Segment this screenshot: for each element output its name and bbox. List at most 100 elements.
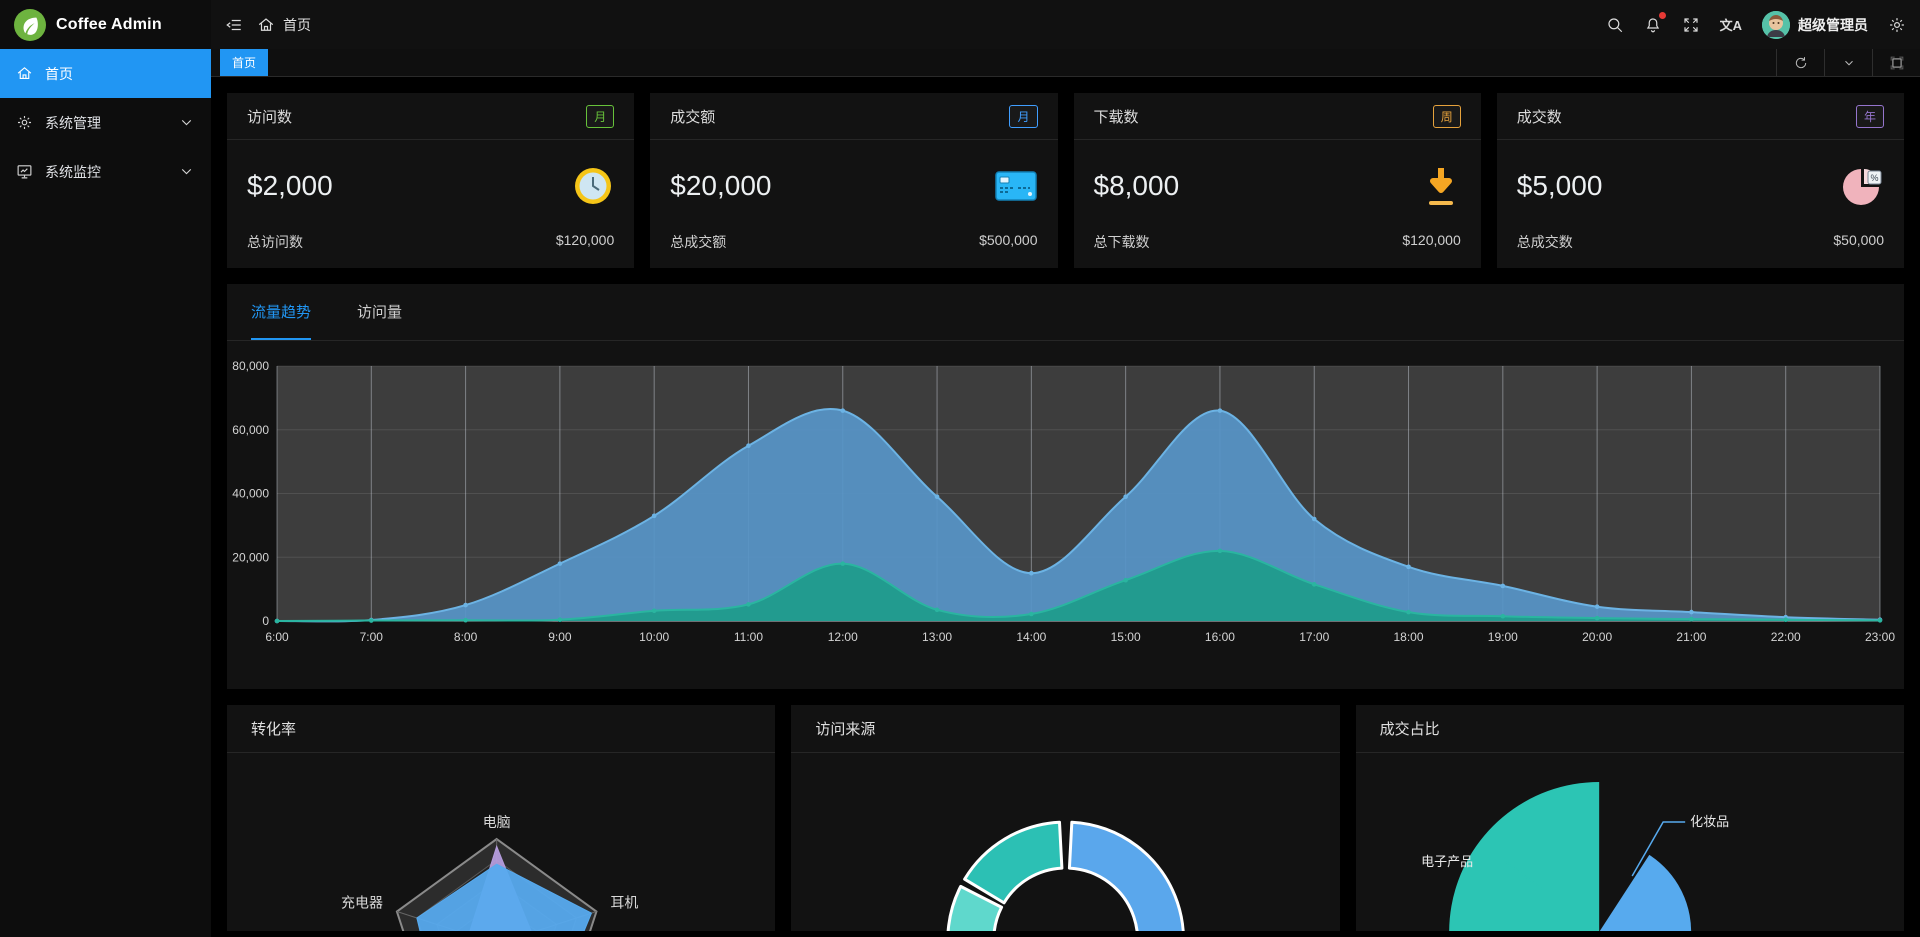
card-value: $5,000: [1516, 170, 1603, 201]
svg-text:60,000: 60,000: [232, 423, 269, 437]
topbar: 首页 文A: [211, 0, 1920, 49]
pie-icon: %: [1843, 169, 1882, 205]
sidebar-item-label: 系统监控: [45, 163, 101, 180]
fullscreen-icon[interactable]: [1682, 16, 1700, 34]
card-footer-value: $120,000: [1402, 232, 1461, 248]
period-badge[interactable]: 月: [586, 104, 615, 128]
card-footer-value: $500,000: [979, 232, 1038, 248]
period-badge[interactable]: 年: [1855, 104, 1884, 128]
svg-text:18:00: 18:00: [1394, 630, 1424, 644]
gear-icon[interactable]: [1888, 16, 1906, 34]
card-footer-value: $120,000: [555, 232, 615, 248]
stat-card-downloads: 下载数 周 $8,000 总下载数 $120,000: [1073, 93, 1481, 268]
panel-title: 访问来源: [791, 705, 1340, 753]
visit-source-donut-chart[interactable]: [791, 753, 1339, 931]
sidebar-item-system-monitor[interactable]: 系统监控: [0, 147, 211, 196]
svg-text:16:00: 16:00: [1205, 630, 1235, 644]
sidebar-item-label: 首页: [45, 65, 73, 82]
card-footer-value: $50,000: [1833, 232, 1884, 248]
panel-title: 转化率: [227, 705, 776, 753]
card-value: $8,000: [1093, 170, 1180, 201]
svg-text:11:00: 11:00: [734, 630, 763, 644]
svg-text:电子产品: 电子产品: [1421, 854, 1473, 869]
credit-card-icon: [994, 171, 1037, 201]
stat-card-turnover: 成交额 月 $20,000 总成交额 $50: [650, 93, 1058, 268]
bottom-row: 转化率 电脑耳机 充电器 访问来源 成交占比 电子产品 化妆品: [227, 705, 1904, 931]
svg-text:7:00: 7:00: [360, 630, 384, 644]
visit-source-panel: 访问来源: [791, 705, 1340, 931]
svg-text:80,000: 80,000: [232, 359, 269, 373]
card-title: 成交额: [670, 108, 716, 126]
svg-text:17:00: 17:00: [1299, 630, 1329, 644]
deal-share-pie-chart[interactable]: 电子产品 化妆品: [1356, 753, 1904, 931]
user-menu[interactable]: 超级管理员: [1762, 10, 1868, 39]
svg-text:充电器: 充电器: [341, 894, 383, 910]
sidebar-item-label: 系统管理: [45, 114, 101, 131]
breadcrumb-label: 首页: [283, 16, 311, 33]
sidebar-item-system-management[interactable]: 系统管理: [0, 98, 211, 147]
main-column: 首页 文A: [211, 0, 1920, 937]
card-footer-label: 总下载数: [1093, 234, 1150, 250]
svg-text:8:00: 8:00: [454, 630, 478, 644]
card-title: 成交数: [1516, 108, 1562, 126]
breadcrumb[interactable]: 首页: [257, 15, 311, 35]
app-title: Coffee Admin: [56, 15, 162, 33]
svg-text:化妆品: 化妆品: [1690, 814, 1729, 829]
stat-card-deals: 成交数 年 $5,000 % 总成交数 $50: [1496, 93, 1904, 268]
card-footer-label: 总成交额: [670, 234, 727, 250]
period-badge[interactable]: 月: [1009, 104, 1038, 128]
svg-text:10:00: 10:00: [639, 630, 669, 644]
tab-controls: [1776, 49, 1920, 76]
stat-card-visits: 访问数 月 $2,000 总访问数 $120,000: [227, 93, 635, 268]
avatar: [1762, 10, 1790, 39]
card-footer-label: 总成交数: [1516, 234, 1573, 250]
svg-text:电脑: 电脑: [483, 814, 511, 830]
sidebar: Coffee Admin 首页 系统管理 系统监控: [0, 0, 211, 937]
notification-dot: [1658, 11, 1666, 19]
svg-text:15:00: 15:00: [1111, 630, 1141, 644]
search-icon[interactable]: [1606, 16, 1624, 34]
home-icon: [258, 17, 274, 31]
svg-text:0: 0: [262, 614, 269, 628]
sidebar-nav: 首页 系统管理 系统监控: [0, 49, 211, 196]
card-value: $20,000: [670, 170, 772, 201]
svg-text:13:00: 13:00: [922, 630, 952, 644]
leaf-logo-icon: [14, 8, 46, 41]
traffic-area-chart[interactable]: 0 20,000 40,000 60,000 80,000 6:00 7:00 8:00 9:0…: [227, 341, 1904, 689]
chevron-down-icon[interactable]: [1824, 49, 1872, 76]
card-value: $2,000: [247, 170, 333, 201]
translate-icon[interactable]: 文A: [1719, 18, 1742, 33]
maximize-icon[interactable]: [1872, 49, 1920, 76]
svg-text:6:00: 6:00: [265, 630, 289, 644]
panel-title: 成交占比: [1355, 705, 1904, 753]
stat-row: 访问数 月 $2,000 总访问数 $120,000: [227, 93, 1904, 268]
tab-home[interactable]: 首页: [220, 49, 269, 76]
svg-text:20:00: 20:00: [1582, 630, 1612, 644]
app-logo: Coffee Admin: [0, 0, 211, 49]
svg-text:23:00: 23:00: [1865, 630, 1895, 644]
sidebar-item-home[interactable]: 首页: [0, 49, 211, 98]
conversion-rate-panel: 转化率 电脑耳机 充电器: [227, 705, 776, 931]
tab-visit-volume[interactable]: 访问量: [357, 303, 403, 321]
collapse-menu-icon[interactable]: [225, 16, 243, 34]
bell-icon[interactable]: [1644, 11, 1666, 34]
svg-text:19:00: 19:00: [1488, 630, 1518, 644]
refresh-icon[interactable]: [1776, 49, 1824, 76]
traffic-trend-panel: 流量趋势 访问量 0 20,000 40,000 60,000 80,000 6:00 7:…: [227, 284, 1904, 689]
download-icon: [1428, 168, 1453, 205]
gear-icon: [17, 115, 32, 130]
svg-text:9:00: 9:00: [548, 630, 572, 644]
period-badge[interactable]: 周: [1432, 104, 1461, 128]
svg-text:耳机: 耳机: [610, 894, 638, 910]
clock-icon: [575, 168, 612, 204]
username: 超级管理员: [1798, 16, 1868, 33]
deal-share-panel: 成交占比 电子产品 化妆品: [1355, 705, 1904, 931]
trend-tabs: 流量趋势 访问量: [227, 284, 1904, 341]
svg-text:22:00: 22:00: [1771, 630, 1801, 644]
tabbar: 首页: [211, 49, 1920, 77]
tab-traffic-trend[interactable]: 流量趋势: [251, 284, 312, 340]
svg-text:20,000: 20,000: [232, 550, 269, 564]
chevron-down-icon: [181, 168, 192, 175]
